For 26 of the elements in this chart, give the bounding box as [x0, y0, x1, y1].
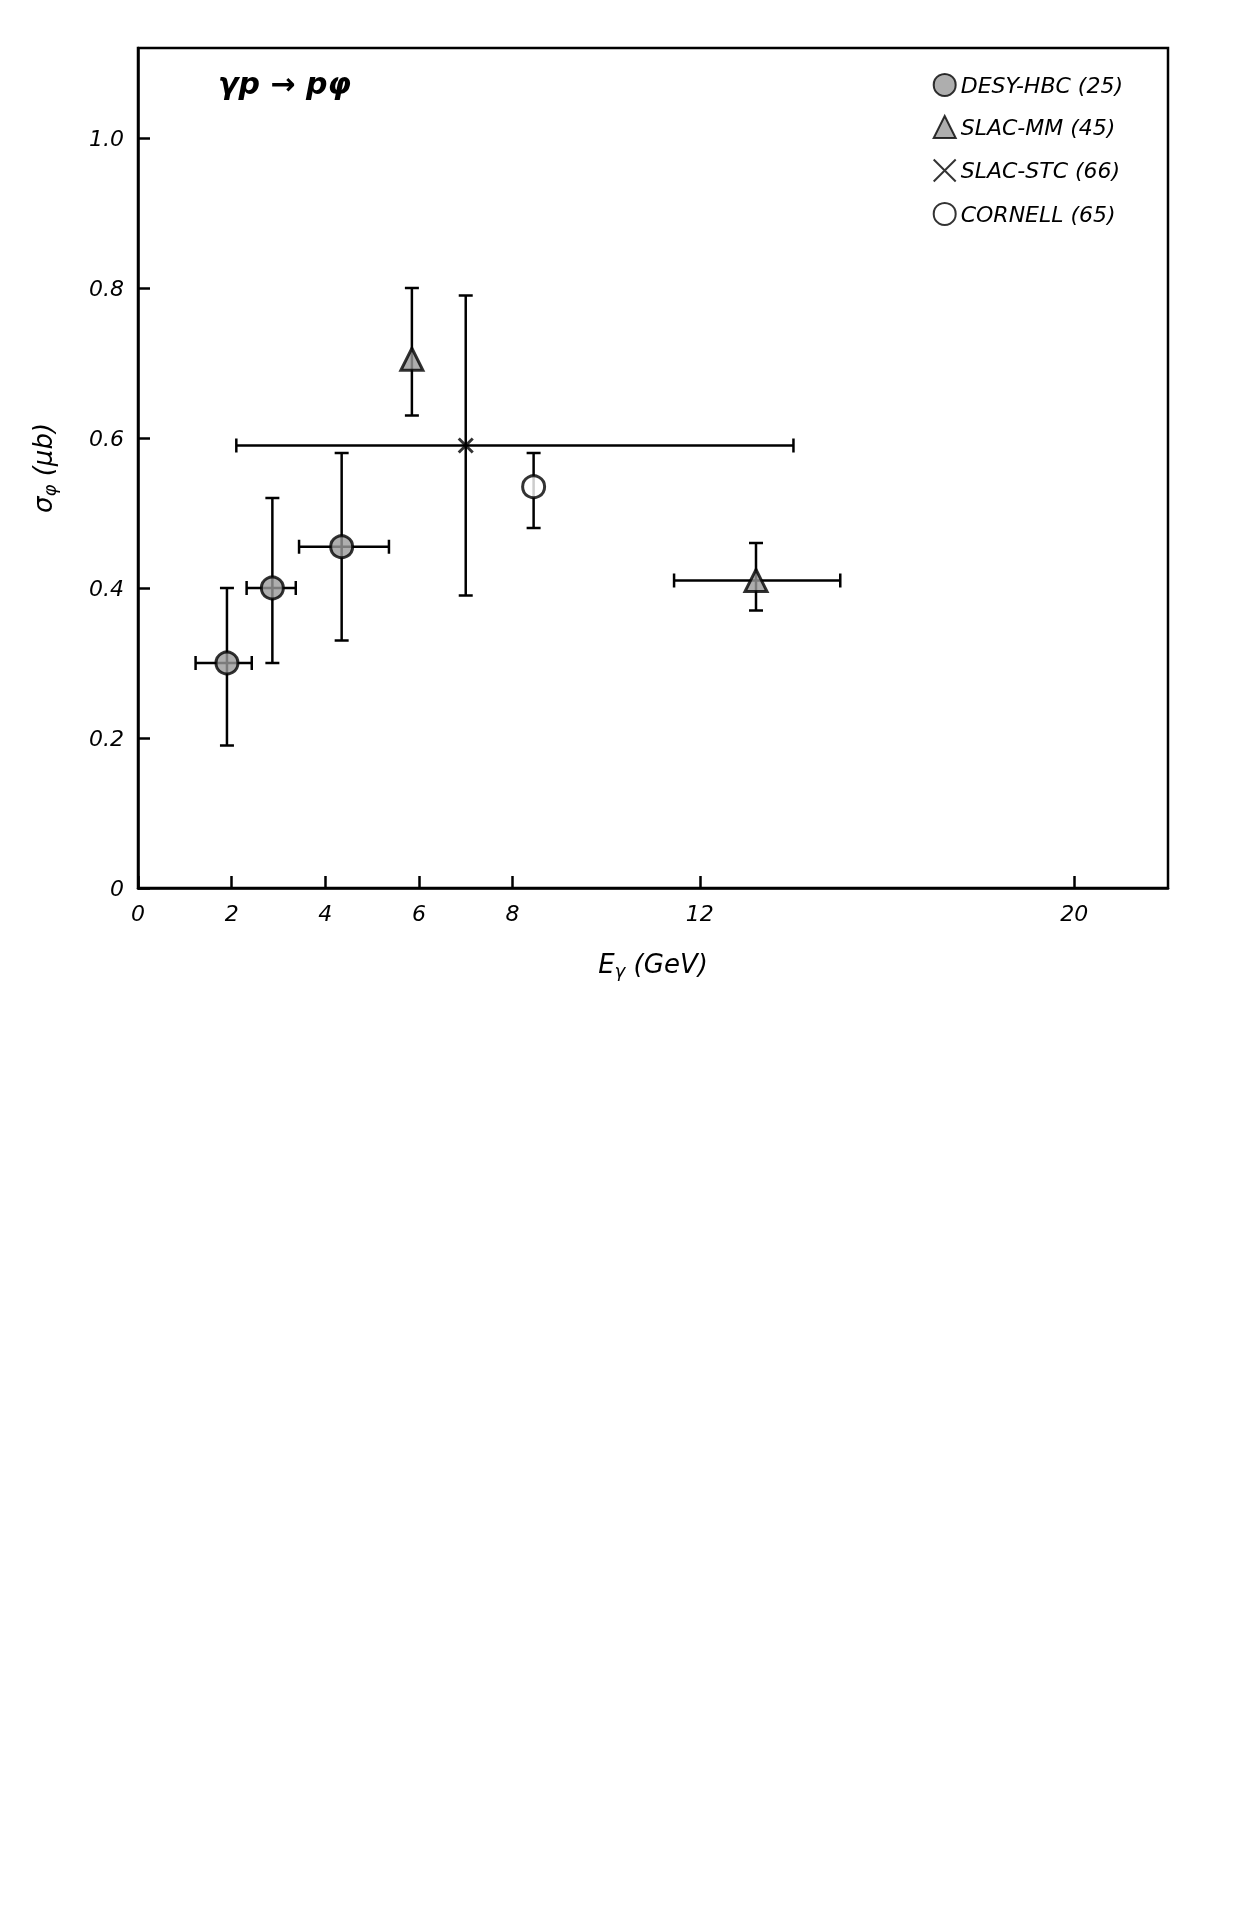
x-tick-label: 0 — [131, 900, 145, 926]
y-tick-label: 0.6 — [89, 425, 124, 451]
point — [457, 437, 475, 454]
x-tick-label: 2 — [224, 900, 239, 926]
point — [259, 575, 285, 601]
point — [521, 474, 547, 500]
x-tick-label: 4 — [318, 900, 333, 926]
y-tick-label: 0.8 — [89, 275, 124, 301]
legend-label: SLAC-STC (66) — [960, 158, 1121, 183]
x-tick-label: 6 — [411, 900, 426, 926]
point — [214, 650, 240, 676]
y-axis-title: σφ (μb) — [27, 422, 60, 514]
legend-label: CORNELL (65) — [960, 201, 1116, 227]
x-tick-label: 8 — [505, 900, 520, 926]
legend-label: SLAC-MM (45) — [960, 114, 1116, 140]
y-tick-label: 0.4 — [89, 575, 124, 601]
y-tick-label: 1.0 — [89, 125, 124, 151]
point — [329, 534, 355, 560]
point — [743, 568, 769, 593]
point — [399, 346, 425, 372]
x-tick-label: 20 — [1060, 900, 1089, 926]
x-tick-label: 12 — [685, 900, 714, 926]
y-tick-label: 0.2 — [89, 725, 124, 751]
annotation: γp → pφ — [218, 65, 351, 101]
y-tick-label: 0 — [110, 875, 124, 901]
legend-label: DESY-HBC (25) — [960, 72, 1124, 98]
